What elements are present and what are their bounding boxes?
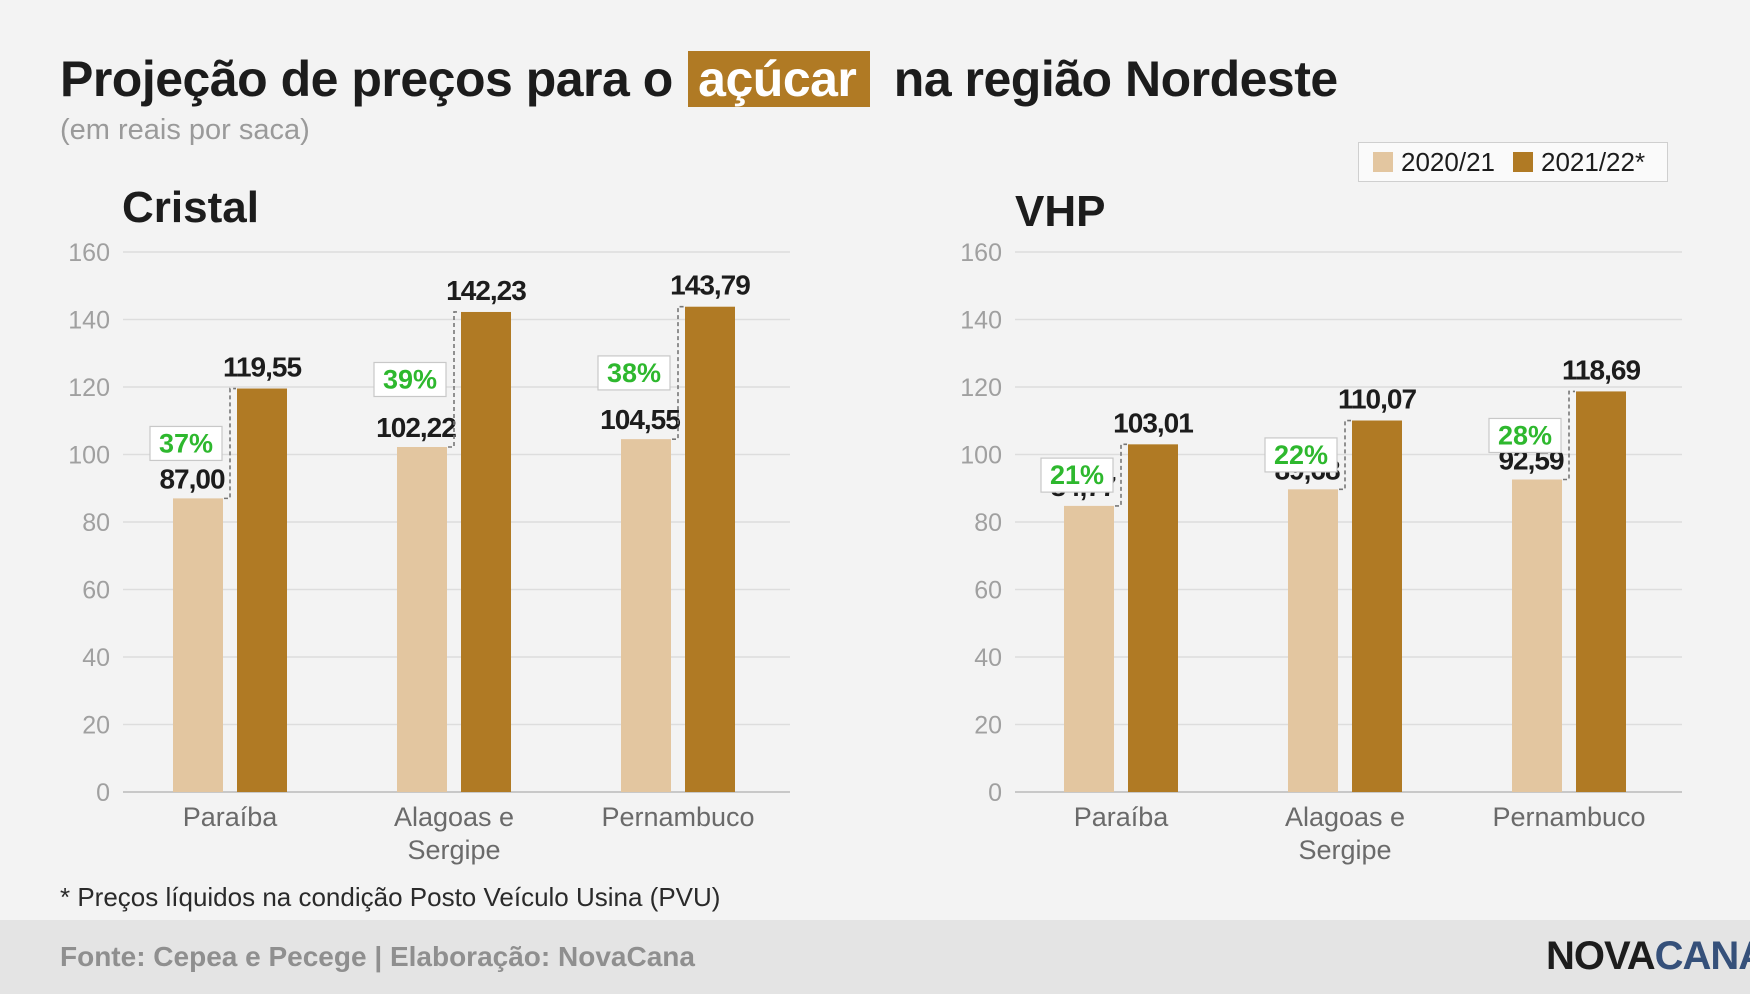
data-label-0-2-2020: 104,55 — [600, 404, 680, 435]
y-tick-label-1-40: 40 — [974, 644, 1002, 672]
legend-label-2021: 2021/22* — [1540, 146, 1646, 177]
change-label-0-0: 37% — [159, 428, 213, 458]
data-label-1-2-2021: 118,69 — [1562, 354, 1641, 385]
page-title: Projeção de preços para o açúcar na regi… — [60, 50, 1338, 108]
change-box-1-0 — [1040, 457, 1114, 493]
data-label-1-0-2021: 103,01 — [1113, 407, 1193, 438]
bar-0-2-2021 — [685, 306, 735, 792]
y-tick-label-1-160: 160 — [960, 239, 1002, 267]
data-label-0-1-2021: 142,23 — [446, 275, 526, 306]
bar-1-1-2020 — [1288, 489, 1338, 792]
footer-bar: Fonte: Cepea e Pecege | Elaboração: Nova… — [0, 920, 1750, 994]
bar-1-0-2020 — [1064, 505, 1114, 792]
x-tick-label-1-1-0: Alagoas e — [1285, 802, 1405, 832]
brand-logo: NOVACANA — [1546, 934, 1750, 979]
data-label-0-0-2021: 119,55 — [223, 352, 302, 383]
chart-title-1: VHP — [1015, 187, 1105, 236]
y-tick-label-0-40: 40 — [82, 644, 110, 672]
change-box-1-2 — [1488, 417, 1562, 454]
legend-swatch-2020 — [1373, 152, 1393, 172]
change-label-0-2: 38% — [607, 358, 661, 388]
title-after: na região Nordeste — [893, 51, 1338, 107]
change-box-0-0 — [149, 425, 223, 462]
bar-1-2-2020 — [1512, 479, 1562, 792]
change-box-0-1 — [373, 361, 447, 398]
y-tick-label-1-100: 100 — [960, 442, 1002, 470]
y-tick-label-0-0: 0 — [96, 779, 110, 807]
y-tick-label-1-0: 0 — [988, 779, 1002, 807]
change-label-1-1: 22% — [1274, 440, 1328, 470]
chart-title-0: Cristal — [122, 183, 259, 232]
x-tick-label-0-2-0: Pernambuco — [601, 802, 754, 832]
chart-legend: 2020/21 2021/22* — [1358, 142, 1668, 182]
y-tick-label-0-20: 20 — [82, 712, 110, 740]
page-subtitle: (em reais por saca) — [60, 114, 310, 146]
brand-logo-part2: CANA — [1654, 934, 1750, 978]
legend-item-2020: 2020/21 — [1373, 147, 1495, 178]
legend-swatch-2021 — [1512, 152, 1533, 172]
title-before: Projeção de preços para o — [60, 51, 673, 107]
change-box-0-2 — [597, 355, 671, 391]
x-tick-label-1-1-1: Sergipe — [1298, 835, 1391, 865]
change-bracket-0-1 — [448, 311, 460, 448]
title-highlight: açúcar — [688, 51, 871, 107]
x-tick-label-0-1-0: Alagoas e — [394, 802, 514, 832]
y-tick-label-0-100: 100 — [68, 442, 110, 470]
brand-logo-part1: NOVA — [1546, 934, 1656, 978]
change-label-1-2: 28% — [1498, 420, 1552, 450]
data-label-0-1-2020: 102,22 — [376, 412, 456, 443]
bar-1-2-2021 — [1576, 391, 1626, 792]
bar-charts: Cristal 0 20 40 60 80 100 120 140 160 87,00 119,55 3… — [68, 183, 1682, 865]
bar-1-1-2021 — [1352, 420, 1402, 792]
bar-0-2-2020 — [621, 439, 671, 792]
change-bracket-0-0 — [224, 387, 236, 500]
y-tick-label-0-60: 60 — [82, 577, 110, 605]
x-tick-label-1-0-0: Paraíba — [1074, 802, 1170, 832]
bar-0-0-2021 — [237, 388, 287, 792]
y-tick-label-1-80: 80 — [974, 509, 1002, 537]
change-bracket-0-2 — [672, 305, 684, 440]
x-tick-label-0-0-0: Paraíba — [183, 802, 279, 832]
change-bracket-1-0 — [1115, 443, 1127, 507]
bar-0-1-2020 — [397, 447, 447, 792]
footnote: * Preços líquidos na condição Posto Veíc… — [60, 882, 721, 912]
data-label-1-1-2021: 110,07 — [1338, 384, 1417, 415]
y-tick-label-0-80: 80 — [82, 509, 110, 537]
bar-0-1-2021 — [461, 311, 511, 792]
y-tick-label-1-120: 120 — [960, 374, 1002, 402]
legend-item-2021: 2021/22* — [1512, 146, 1646, 178]
data-label-0-2-2021: 143,79 — [670, 270, 750, 301]
x-tick-label-0-1-1: Sergipe — [407, 835, 500, 865]
source-credit: Fonte: Cepea e Pecege | Elaboração: Nova… — [60, 941, 695, 972]
change-bracket-1-2 — [1563, 390, 1575, 481]
legend-label-2020: 2020/21 — [1401, 146, 1495, 177]
data-label-0-0-2020: 87,00 — [159, 463, 224, 494]
bar-1-0-2021 — [1128, 444, 1178, 792]
y-tick-label-1-140: 140 — [960, 307, 1002, 335]
y-tick-label-0-160: 160 — [68, 239, 110, 267]
y-tick-label-1-20: 20 — [974, 712, 1002, 740]
change-bracket-1-1 — [1339, 419, 1351, 491]
change-box-1-1 — [1264, 437, 1338, 473]
y-tick-label-0-120: 120 — [68, 374, 110, 402]
change-label-1-0: 21% — [1050, 460, 1104, 490]
bar-0-0-2020 — [173, 498, 223, 792]
x-tick-label-1-2-0: Pernambuco — [1492, 802, 1645, 832]
y-tick-label-1-60: 60 — [974, 577, 1002, 605]
y-tick-label-0-140: 140 — [68, 307, 110, 335]
change-label-0-1: 39% — [383, 364, 437, 394]
